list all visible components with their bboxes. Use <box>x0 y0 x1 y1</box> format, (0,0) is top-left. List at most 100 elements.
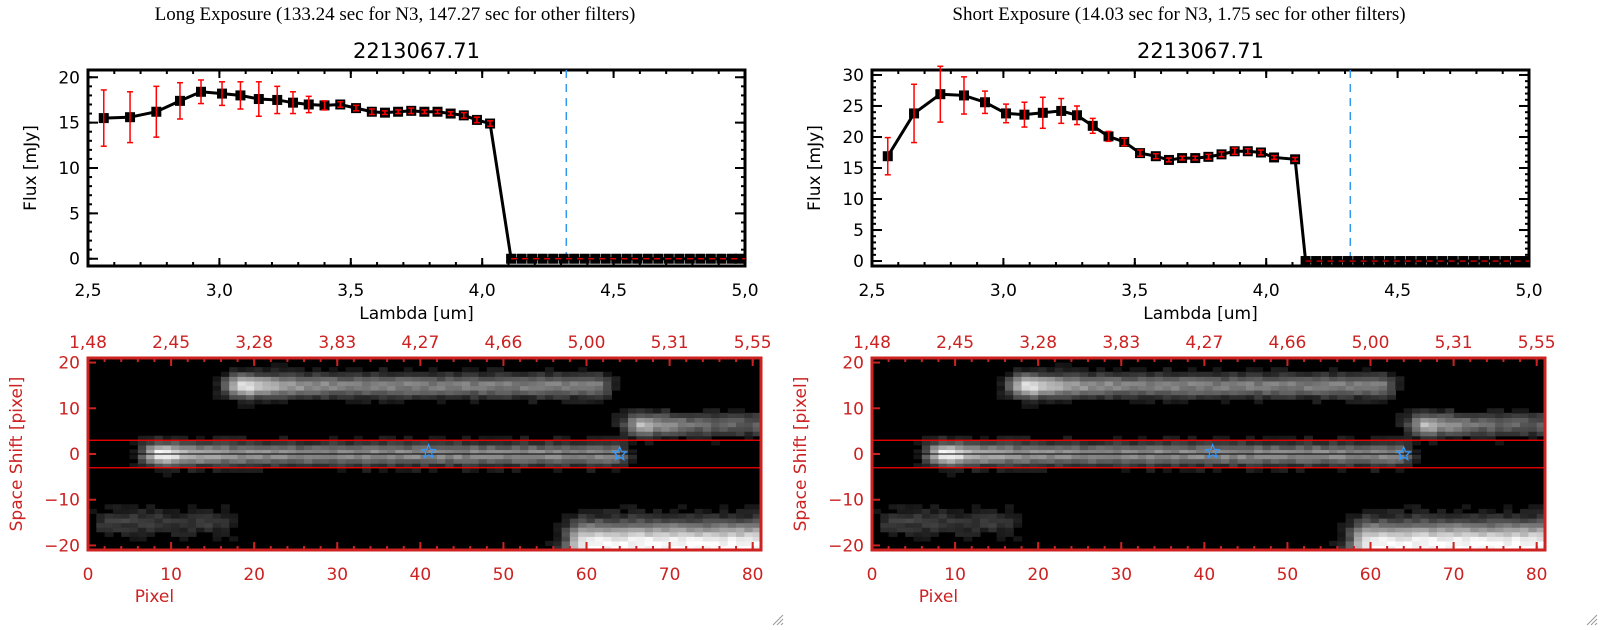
top-tick-label: 5,55 <box>734 333 772 353</box>
image-pixel <box>996 531 1006 537</box>
image-pixel <box>1146 467 1156 473</box>
image-pixel <box>1171 440 1181 446</box>
image-pixel <box>1013 449 1023 455</box>
y-axis-label: Space Shift [pixel] <box>791 377 811 532</box>
image-pixel <box>187 508 197 515</box>
image-pixel <box>503 440 513 446</box>
image-pixel <box>503 454 513 460</box>
image-pixel <box>921 518 931 524</box>
image-pixel <box>1046 454 1056 460</box>
image-pixel <box>736 431 745 437</box>
image-pixel <box>1378 531 1388 537</box>
image-pixel <box>1279 463 1289 469</box>
image-pixel <box>295 371 305 377</box>
image-pixel <box>287 454 297 460</box>
image-pixel <box>220 376 230 382</box>
image-pixel <box>1287 371 1297 377</box>
image-pixel <box>628 449 637 455</box>
image-pixel <box>553 458 563 464</box>
image-pixel <box>1387 527 1397 533</box>
image-pixel <box>345 458 355 464</box>
image-pixel <box>395 385 405 391</box>
image-pixel <box>1453 412 1463 419</box>
image-pixel <box>1461 431 1471 437</box>
image-pixel <box>1171 458 1181 464</box>
source-star-marker <box>420 443 437 459</box>
image-pixel <box>196 454 205 460</box>
image-pixel <box>196 440 205 446</box>
image-pixel <box>1262 444 1272 451</box>
image-pixel <box>511 444 521 451</box>
image-pixel <box>287 444 297 451</box>
image-pixel <box>245 403 255 409</box>
image-pixel <box>963 463 973 469</box>
image-pixel <box>245 399 255 405</box>
image-pixel <box>1063 454 1073 460</box>
image-pixel <box>304 371 313 377</box>
image-pixel <box>212 385 222 391</box>
image-pixel <box>1337 385 1347 391</box>
image-pixel <box>470 399 480 405</box>
image-pixel <box>1204 390 1214 396</box>
image-pixel <box>578 449 588 455</box>
image-pixel <box>578 531 588 537</box>
image-pixel <box>1486 518 1496 524</box>
image-pixel <box>403 376 413 382</box>
image-pixel <box>1403 518 1413 524</box>
image-pixel <box>1162 367 1172 373</box>
image-pixel <box>295 454 305 460</box>
image-pixel <box>628 545 637 551</box>
image-pixel <box>1295 458 1305 464</box>
image-pixel <box>619 435 629 441</box>
image-pixel <box>1503 545 1513 551</box>
image-pixel <box>478 444 488 451</box>
image-pixel <box>1503 536 1513 542</box>
image-pixel <box>495 463 505 469</box>
image-pixel <box>586 399 596 405</box>
image-pixel <box>677 527 687 533</box>
image-pixel <box>603 380 613 387</box>
image-pixel <box>1362 536 1372 542</box>
y-tick-label: −20 <box>44 536 80 556</box>
image-pixel <box>295 367 305 373</box>
image-pixel <box>578 371 588 377</box>
resize-grip-icon[interactable] <box>770 612 784 626</box>
image-pixel <box>1029 385 1039 391</box>
image-pixel <box>938 458 948 464</box>
image-pixel <box>1337 536 1347 542</box>
image-pixel <box>1220 454 1230 460</box>
image-pixel <box>1220 440 1230 446</box>
image-pixel <box>171 522 180 528</box>
image-pixel <box>1412 435 1421 441</box>
image-pixel <box>1345 399 1355 405</box>
top-tick-label: 5,31 <box>1435 333 1473 353</box>
image-pixel <box>1420 527 1430 533</box>
resize-grip-icon[interactable] <box>1584 612 1598 626</box>
image-pixel <box>1162 371 1172 377</box>
image-pixel <box>611 467 621 473</box>
image-pixel <box>1013 522 1023 528</box>
image-pixel <box>220 444 230 451</box>
image-pixel <box>694 508 704 515</box>
image-pixel <box>628 504 637 510</box>
image-pixel <box>686 513 696 519</box>
flux-marker <box>1518 256 1529 267</box>
image-pixel <box>337 390 347 396</box>
image-pixel <box>254 454 264 460</box>
image-pixel <box>428 371 438 377</box>
image-pixel <box>171 454 180 460</box>
image-pixel <box>1013 444 1023 451</box>
image-pixel <box>436 380 446 387</box>
image-pixel <box>669 540 679 547</box>
image-pixel <box>736 522 745 528</box>
image-pixel <box>963 513 973 519</box>
x-tick-label: 30 <box>326 565 348 585</box>
image-pixel <box>1511 540 1521 547</box>
image-pixel <box>1486 426 1496 432</box>
image-pixel <box>1420 545 1430 551</box>
image-pixel <box>578 444 588 451</box>
image-pixel <box>511 390 521 396</box>
image-pixel <box>694 518 704 524</box>
image-pixel <box>1237 449 1247 455</box>
image-pixel <box>1345 394 1355 400</box>
